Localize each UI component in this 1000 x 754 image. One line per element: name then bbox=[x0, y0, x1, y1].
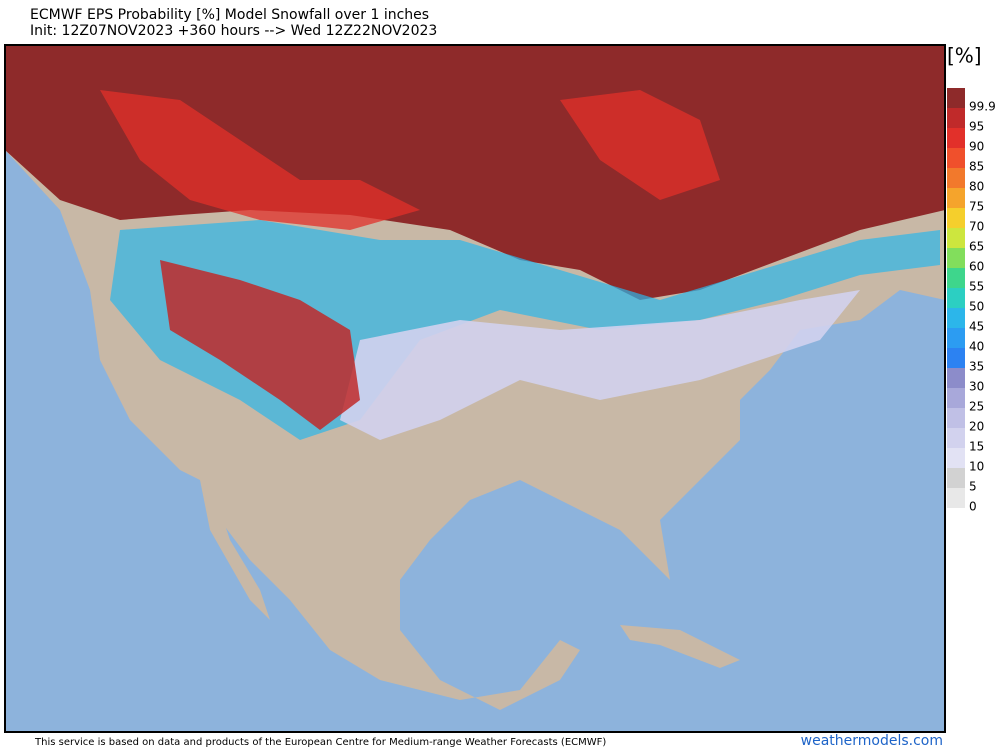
colorbar: 99.9959085807570656055504540353025201510… bbox=[947, 88, 996, 514]
colorbar-swatch bbox=[947, 228, 965, 248]
snow-west bbox=[160, 260, 360, 430]
colorbar-label: 80 bbox=[969, 180, 984, 194]
site-link[interactable]: weathermodels.com bbox=[801, 733, 943, 749]
colorbar-swatch bbox=[947, 488, 965, 508]
colorbar-label: 40 bbox=[969, 340, 984, 354]
colorbar-label: 0 bbox=[969, 500, 977, 514]
colorbar-label: 30 bbox=[969, 380, 984, 394]
colorbar-label: 90 bbox=[969, 140, 984, 154]
map bbox=[4, 44, 946, 733]
colorbar-label: 60 bbox=[969, 260, 984, 274]
colorbar-label: 85 bbox=[969, 160, 984, 174]
colorbar-swatch bbox=[947, 348, 965, 368]
colorbar-swatch bbox=[947, 248, 965, 268]
colorbar-swatch bbox=[947, 208, 965, 228]
colorbar-swatch bbox=[947, 88, 965, 108]
credit: This service is based on data and produc… bbox=[34, 737, 606, 748]
colorbar-label: 75 bbox=[969, 200, 984, 214]
colorbar-swatch bbox=[947, 148, 965, 168]
snow-high bbox=[5, 45, 945, 300]
colorbar-swatch bbox=[947, 428, 965, 448]
colorbar-swatch bbox=[947, 448, 965, 468]
colorbar-label: 65 bbox=[969, 240, 984, 254]
colorbar-label: 10 bbox=[969, 460, 984, 474]
snow-red bbox=[100, 90, 720, 230]
colorbar-label: 15 bbox=[969, 440, 984, 454]
colorbar-label: 20 bbox=[969, 420, 984, 434]
colorbar-label: 55 bbox=[969, 280, 984, 294]
colorbar-swatch bbox=[947, 288, 965, 308]
colorbar-swatch bbox=[947, 268, 965, 288]
colorbar-unit: [%] bbox=[947, 44, 982, 68]
colorbar-swatch bbox=[947, 328, 965, 348]
colorbar-swatch bbox=[947, 188, 965, 208]
baja bbox=[200, 480, 270, 620]
subtitle: Init: 12Z07NOV2023 +360 hours --> Wed 12… bbox=[30, 23, 437, 39]
colorbar-label: 45 bbox=[969, 320, 984, 334]
colorbar-swatch bbox=[947, 388, 965, 408]
colorbar-label: 99.9 bbox=[969, 100, 996, 114]
colorbar-label: 25 bbox=[969, 400, 984, 414]
cuba bbox=[620, 625, 740, 668]
colorbar-label: 95 bbox=[969, 120, 984, 134]
colorbar-swatch bbox=[947, 168, 965, 188]
colorbar-swatch bbox=[947, 308, 965, 328]
colorbar-swatch bbox=[947, 368, 965, 388]
colorbar-swatch bbox=[947, 128, 965, 148]
colorbar-label: 70 bbox=[969, 220, 984, 234]
colorbar-label: 5 bbox=[969, 480, 977, 494]
title: ECMWF EPS Probability [%] Model Snowfall… bbox=[30, 7, 429, 23]
snow-low bbox=[340, 290, 860, 440]
colorbar-swatch bbox=[947, 408, 965, 428]
colorbar-swatch bbox=[947, 108, 965, 128]
colorbar-swatch bbox=[947, 468, 965, 488]
map-frame bbox=[4, 44, 946, 733]
colorbar-label: 35 bbox=[969, 360, 984, 374]
colorbar-label: 50 bbox=[969, 300, 984, 314]
